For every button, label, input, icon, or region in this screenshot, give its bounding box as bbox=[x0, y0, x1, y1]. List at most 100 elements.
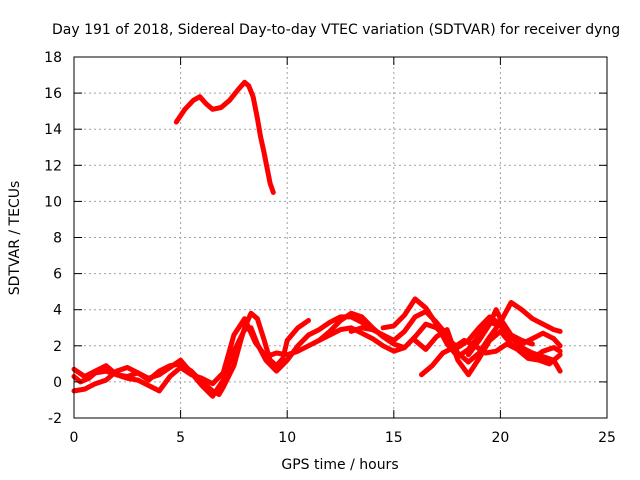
data-point bbox=[246, 83, 251, 89]
data-point bbox=[242, 80, 247, 85]
data-point bbox=[530, 316, 535, 321]
data-point bbox=[423, 347, 428, 352]
data-point bbox=[519, 345, 524, 350]
data-point bbox=[487, 321, 492, 327]
data-point bbox=[178, 365, 183, 370]
data-point bbox=[271, 190, 276, 195]
data-point bbox=[295, 343, 301, 348]
data-point bbox=[167, 374, 173, 379]
data-point bbox=[210, 381, 215, 386]
data-point bbox=[317, 338, 322, 343]
data-point bbox=[370, 336, 375, 341]
data-point bbox=[274, 368, 279, 374]
data-point bbox=[430, 363, 435, 368]
data-point bbox=[274, 350, 279, 356]
x-tick-label: 10 bbox=[278, 430, 296, 446]
data-point bbox=[82, 386, 87, 392]
data-point bbox=[210, 107, 215, 112]
data-point bbox=[451, 345, 456, 350]
data-point bbox=[227, 98, 232, 103]
data-point bbox=[540, 321, 546, 327]
data-point bbox=[525, 356, 531, 361]
data-point bbox=[540, 349, 546, 354]
data-point bbox=[380, 332, 386, 338]
y-tick-label: 14 bbox=[44, 122, 62, 138]
data-point bbox=[253, 340, 258, 345]
data-point bbox=[248, 311, 254, 316]
data-point bbox=[167, 365, 173, 370]
data-point bbox=[423, 305, 428, 311]
data-point bbox=[551, 336, 556, 341]
data-point bbox=[557, 329, 563, 334]
data-point bbox=[103, 377, 109, 383]
data-point bbox=[210, 394, 215, 399]
data-point bbox=[530, 336, 535, 341]
data-point bbox=[557, 368, 563, 374]
data-point bbox=[402, 345, 407, 350]
data-point bbox=[557, 349, 563, 354]
y-tick-label: -2 bbox=[48, 411, 62, 427]
data-point bbox=[255, 316, 260, 321]
data-point bbox=[412, 296, 418, 302]
data-point bbox=[455, 358, 460, 363]
data-point bbox=[221, 370, 226, 376]
data-point bbox=[402, 329, 407, 334]
data-point bbox=[557, 352, 563, 357]
data-point bbox=[236, 87, 241, 92]
data-point bbox=[125, 376, 130, 381]
data-point bbox=[349, 311, 354, 316]
data-point bbox=[476, 325, 482, 330]
data-point bbox=[306, 318, 311, 323]
data-point bbox=[540, 331, 546, 336]
y-tick-label: 8 bbox=[53, 231, 62, 247]
data-point bbox=[530, 341, 535, 347]
data-point bbox=[258, 134, 263, 139]
data-point bbox=[423, 321, 428, 327]
y-tick-label: 4 bbox=[53, 303, 62, 319]
data-point bbox=[402, 312, 407, 318]
data-point bbox=[540, 354, 546, 359]
data-point bbox=[261, 148, 266, 154]
data-point bbox=[466, 372, 471, 377]
data-point bbox=[508, 332, 514, 338]
data-point bbox=[317, 327, 322, 332]
data-point bbox=[242, 316, 247, 321]
x-tick-label: 0 bbox=[70, 430, 79, 446]
data-point bbox=[263, 358, 269, 363]
grid-layer bbox=[74, 57, 607, 418]
data-point bbox=[551, 345, 556, 350]
data-point bbox=[157, 372, 162, 377]
data-point bbox=[508, 300, 514, 305]
data-point bbox=[178, 358, 183, 363]
data-point bbox=[391, 349, 396, 354]
data-point bbox=[204, 101, 209, 107]
x-axis-label: GPS time / hours bbox=[281, 457, 398, 473]
data-point bbox=[191, 98, 196, 103]
data-point bbox=[462, 338, 467, 343]
data-point bbox=[135, 377, 141, 383]
series-layer bbox=[71, 79, 563, 399]
data-point bbox=[551, 327, 556, 332]
data-point bbox=[504, 341, 509, 347]
data-point bbox=[338, 327, 343, 332]
data-point bbox=[280, 356, 286, 361]
data-point bbox=[295, 325, 301, 330]
data-point bbox=[103, 368, 109, 374]
data-point bbox=[466, 359, 471, 365]
data-point bbox=[536, 358, 541, 363]
data-point bbox=[174, 119, 179, 125]
data-point bbox=[519, 338, 524, 343]
data-point bbox=[359, 331, 364, 336]
data-point bbox=[231, 363, 237, 368]
data-point bbox=[412, 334, 418, 339]
data-point bbox=[267, 181, 273, 186]
data-point bbox=[498, 329, 503, 334]
data-point bbox=[444, 327, 450, 332]
data-point bbox=[466, 352, 471, 357]
y-tick-label: 12 bbox=[44, 158, 62, 174]
data-point bbox=[391, 323, 396, 329]
data-point bbox=[547, 361, 552, 367]
data-point bbox=[515, 347, 520, 352]
